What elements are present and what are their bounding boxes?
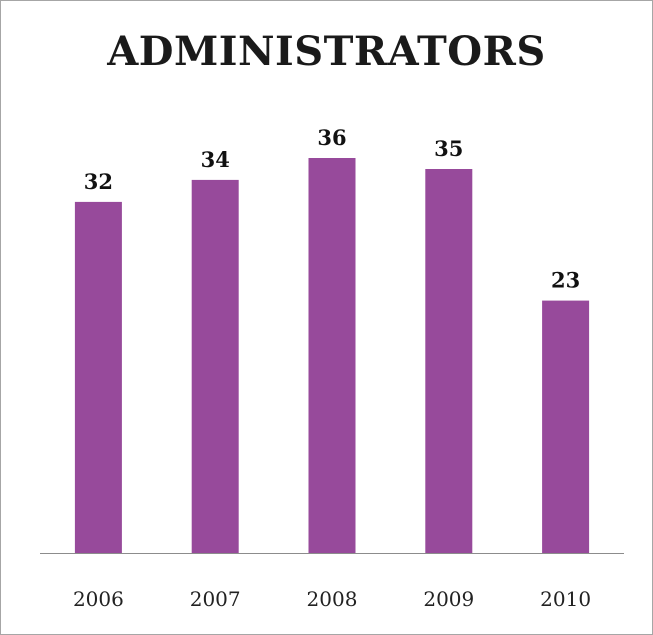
bar-labels-group: 32 34 36 35 23 [84, 125, 580, 293]
data-label-2007: 34 [201, 147, 230, 172]
bar-2009 [425, 169, 473, 553]
data-label-2009: 35 [434, 136, 463, 161]
bar-2006 [74, 201, 122, 553]
bar-2007 [191, 179, 239, 553]
x-tick-label-2010: 2010 [540, 587, 591, 611]
bar-2010 [542, 300, 590, 553]
chart-title: ADMINISTRATORS [107, 28, 546, 75]
x-tick-label-2007: 2007 [190, 587, 241, 611]
x-tick-label-2008: 2008 [307, 587, 358, 611]
x-tick-label-2006: 2006 [73, 587, 124, 611]
data-label-2008: 36 [317, 125, 346, 150]
bars-group [74, 158, 590, 553]
data-label-2010: 23 [551, 268, 580, 293]
x-tick-label-2009: 2009 [423, 587, 474, 611]
bar-2008 [308, 158, 356, 553]
data-label-2006: 32 [84, 169, 113, 194]
x-tick-labels-group: 2006 2007 2008 2009 2010 [73, 587, 591, 611]
